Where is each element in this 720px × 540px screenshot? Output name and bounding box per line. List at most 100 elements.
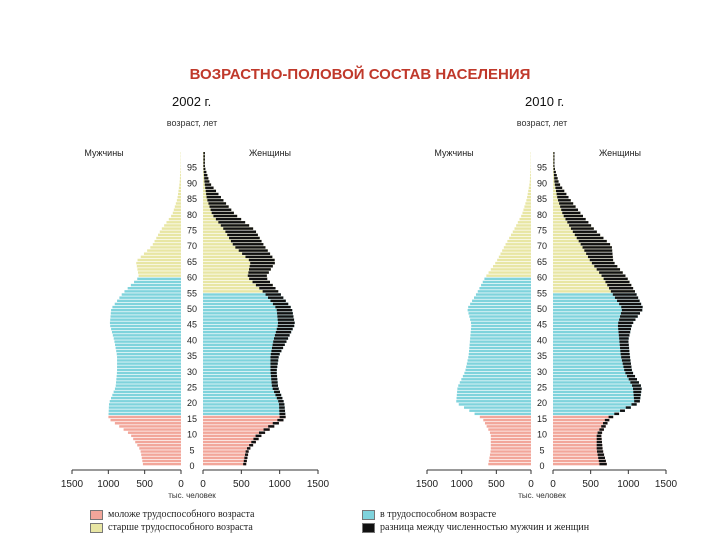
men-bar [525,202,531,205]
legend-label-difference: разница между численностью мужчин и женщ… [380,522,590,533]
men-bar [113,337,181,340]
difference-bar [203,152,205,155]
women-bar [553,261,615,265]
men-bar [490,440,531,444]
difference-bar [596,268,621,271]
x-tick-label-2002: 0 [178,479,184,490]
difference-bar [275,393,282,397]
men-bar [479,415,531,419]
men-bar [172,211,181,215]
men-bar [464,371,531,375]
difference-bar [596,444,603,447]
men-bar [111,330,181,334]
difference-bar [270,352,280,356]
difference-bar [262,290,279,293]
women-bar [203,365,278,368]
difference-bar [591,261,615,265]
men-bar [109,321,181,325]
difference-bar [553,155,555,158]
difference-bar [621,359,631,362]
women-bar [553,415,614,419]
men-bar [119,425,181,428]
women-bar [553,293,637,296]
difference-bar [598,456,605,460]
men-bar [113,390,181,394]
women-bar [553,299,640,303]
men-bar [464,406,531,409]
difference-bar [599,462,607,466]
difference-bar [619,318,636,321]
age-tick-label-2010: 20 [537,398,547,408]
difference-bar [249,268,271,271]
women-bar [553,315,638,318]
difference-bar [614,296,639,299]
women-bar [553,381,639,384]
men-bar [112,393,181,397]
men-label-2010: Мужчины [434,148,473,158]
women-bar [553,393,641,397]
difference-bar [632,384,641,387]
men-bar [512,230,531,233]
men-bar [489,431,531,434]
age-tick-label-2010: 30 [537,367,547,377]
men-bar [521,214,531,218]
difference-bar [599,271,623,274]
women-bar [553,346,630,350]
x-tick-label-2002: 500 [233,479,250,490]
difference-bar [272,343,285,346]
women-bar [203,330,292,334]
men-bar [178,189,181,193]
men-bar [530,170,531,174]
women-bar [203,265,273,268]
difference-bar [627,374,636,378]
difference-bar [203,173,208,177]
difference-bar [619,337,629,340]
women-bar [203,356,279,359]
difference-bar [584,249,613,252]
men-bar [470,337,531,340]
difference-bar [580,243,611,246]
men-bar [505,243,531,246]
difference-bar [270,374,278,378]
men-bar [117,368,181,372]
women-bar [553,283,632,287]
women-bar [553,334,630,337]
women-bar [553,249,613,252]
difference-bar [582,246,612,249]
women-bar [553,309,643,312]
men-bar [108,403,181,406]
difference-bar [259,287,276,290]
x-tick-label-2010: 1000 [617,479,640,490]
difference-bar [621,309,643,312]
men-bar [523,208,531,211]
difference-bar [625,406,631,409]
men-bar [141,453,181,456]
difference-bar [204,183,212,186]
women-bar [553,447,603,450]
men-bar [514,227,531,230]
difference-bar [553,164,555,168]
men-bar [156,236,181,240]
difference-bar [274,390,280,394]
difference-bar [265,293,281,296]
men-bar [527,192,531,196]
difference-bar [576,236,604,240]
women-bar [203,462,247,466]
difference-bar [620,312,641,315]
men-bar [470,330,531,334]
difference-bar [620,352,630,356]
men-bar [159,230,181,233]
men-bar [468,352,531,356]
x-axis-title-2002: тыс. человек [168,491,216,500]
men-bar [456,393,531,397]
difference-bar [559,202,574,205]
women-bar [553,302,642,306]
age-tick-label-2010: 55 [537,288,547,298]
difference-bar [619,343,629,346]
difference-bar [270,371,277,375]
difference-bar [273,340,287,343]
men-bar [470,321,531,325]
age-tick-label-2010: 40 [537,335,547,345]
men-bar [529,180,531,183]
difference-bar [227,233,258,237]
